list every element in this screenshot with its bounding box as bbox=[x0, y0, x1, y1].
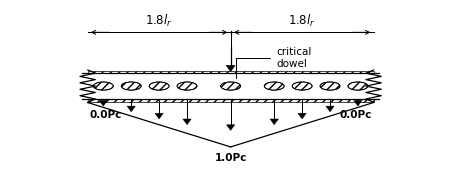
Polygon shape bbox=[270, 119, 279, 125]
Circle shape bbox=[177, 82, 197, 90]
Circle shape bbox=[320, 82, 340, 90]
Polygon shape bbox=[183, 119, 191, 125]
Polygon shape bbox=[298, 113, 306, 119]
Circle shape bbox=[149, 82, 169, 90]
Text: critical
dowel: critical dowel bbox=[236, 47, 311, 78]
Polygon shape bbox=[88, 70, 374, 73]
Text: 0.0Pc: 0.0Pc bbox=[339, 110, 372, 120]
Polygon shape bbox=[326, 106, 334, 112]
Polygon shape bbox=[226, 65, 235, 72]
Circle shape bbox=[264, 82, 284, 90]
Text: 1.8$l_r$: 1.8$l_r$ bbox=[145, 13, 173, 29]
Text: 0.0Pc: 0.0Pc bbox=[90, 110, 122, 120]
Polygon shape bbox=[99, 100, 108, 106]
Circle shape bbox=[122, 82, 141, 90]
Polygon shape bbox=[155, 113, 163, 119]
Circle shape bbox=[292, 82, 312, 90]
Polygon shape bbox=[354, 100, 362, 106]
Polygon shape bbox=[127, 106, 135, 112]
Polygon shape bbox=[88, 73, 374, 99]
Text: 1.8$l_r$: 1.8$l_r$ bbox=[288, 13, 316, 29]
Circle shape bbox=[220, 82, 241, 90]
Text: 1.0Pc: 1.0Pc bbox=[215, 153, 247, 163]
Circle shape bbox=[348, 82, 368, 90]
Circle shape bbox=[94, 82, 113, 90]
Polygon shape bbox=[226, 125, 235, 130]
Polygon shape bbox=[88, 99, 374, 102]
